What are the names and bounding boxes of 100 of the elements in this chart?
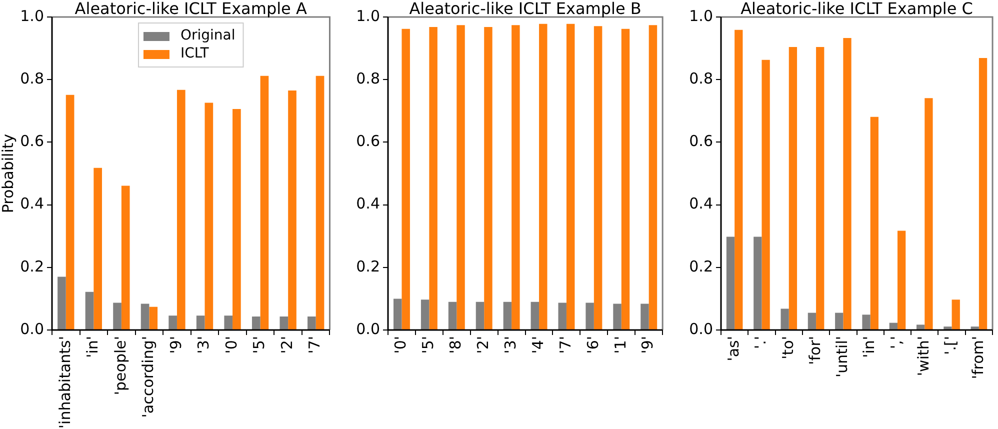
- bar: [476, 302, 484, 330]
- bar: [420, 300, 430, 330]
- bar: [149, 306, 158, 330]
- bar: [85, 292, 94, 330]
- y-tick-label: 0.4: [689, 194, 713, 213]
- x-tick-label: 'with': [914, 336, 933, 376]
- bar: [640, 304, 649, 330]
- x-tick-label: '0': [222, 336, 240, 354]
- x-tick-label: 'inhabitants': [56, 336, 74, 429]
- bar: [316, 76, 324, 330]
- y-tick-label: 0.6: [20, 132, 44, 150]
- y-tick-label: 0.2: [356, 257, 380, 276]
- y-tick-label: 0.0: [689, 320, 713, 338]
- bar: [288, 90, 296, 330]
- bar: [456, 25, 465, 330]
- bar: [196, 316, 205, 330]
- x-tick-label: 'in': [84, 336, 102, 358]
- bar: [843, 38, 852, 330]
- x-tick-label: '7': [306, 336, 324, 354]
- bar: [788, 47, 798, 330]
- x-tick-label: 'to': [778, 336, 797, 360]
- bar: [94, 168, 102, 330]
- bar: [897, 230, 906, 330]
- y-tick-label: 0.6: [356, 132, 380, 150]
- x-tick-label: '1': [611, 336, 630, 354]
- bar: [113, 302, 122, 330]
- bar: [58, 276, 66, 330]
- bar: [539, 24, 548, 330]
- y-tick-label: 0.8: [20, 69, 44, 88]
- x-tick-label: '7': [556, 336, 574, 354]
- bar: [530, 302, 540, 330]
- x-tick-label: ',': [887, 336, 906, 350]
- bar: [393, 298, 402, 330]
- x-tick-label: 'until': [833, 336, 852, 378]
- bar: [780, 308, 789, 330]
- bar: [835, 312, 844, 330]
- bar: [594, 26, 602, 330]
- bar: [621, 28, 630, 330]
- chart-title: Aleatoric-like ICLT Example B: [409, 0, 642, 18]
- bar: [586, 302, 594, 330]
- legend-label: Original: [180, 28, 236, 44]
- bar: [952, 300, 960, 330]
- y-tick-label: 1.0: [20, 6, 44, 25]
- bar: [566, 24, 575, 330]
- bar: [944, 326, 952, 330]
- chart-title: Aleatoric-like ICLT Example A: [74, 0, 307, 18]
- bar: [252, 316, 260, 330]
- x-tick-label: '8': [446, 336, 465, 354]
- bar: [816, 47, 824, 330]
- bar: [308, 316, 316, 330]
- bar: [280, 316, 288, 330]
- bar: [232, 109, 241, 330]
- x-tick-label: '0': [392, 336, 410, 354]
- bar: [429, 27, 438, 330]
- bar: [762, 60, 770, 330]
- bar: [924, 98, 933, 330]
- x-tick-label: 'people': [111, 336, 130, 396]
- y-tick-label: 0.0: [20, 320, 44, 338]
- bar: [808, 312, 816, 330]
- bar: [512, 25, 520, 330]
- x-tick-label: 'from': [968, 336, 987, 380]
- x-tick-label: '5': [250, 336, 268, 354]
- y-tick-label: 0.4: [356, 194, 380, 213]
- bar: [260, 76, 269, 330]
- bar: [870, 116, 878, 330]
- bar: [754, 236, 762, 330]
- y-tick-label: 0.0: [356, 320, 380, 338]
- bar: [558, 302, 566, 330]
- y-tick-label: 0.6: [689, 132, 713, 150]
- bar: [889, 322, 898, 330]
- bar: [503, 302, 512, 330]
- y-tick-label: 0.2: [20, 257, 44, 276]
- x-tick-label: '4': [528, 336, 547, 354]
- bar: [613, 304, 622, 330]
- x-tick-label: '5': [419, 336, 438, 354]
- x-tick-label: '2': [474, 336, 492, 354]
- bar: [140, 304, 150, 330]
- legend-label: ICLT: [180, 46, 210, 62]
- bar: [726, 236, 735, 330]
- y-tick-label: 0.2: [689, 257, 713, 276]
- bar: [204, 102, 214, 330]
- bar: [648, 25, 658, 330]
- x-tick-label: '3': [501, 336, 520, 354]
- x-tick-label: '2': [278, 336, 296, 354]
- bar: [862, 314, 870, 330]
- bar: [402, 28, 410, 330]
- x-tick-label: 'for': [806, 336, 824, 365]
- bar: [978, 58, 988, 330]
- bar: [448, 302, 457, 330]
- x-tick-label: '9': [638, 336, 657, 354]
- x-tick-label: '3': [194, 336, 213, 354]
- y-tick-label: 1.0: [689, 6, 713, 25]
- x-tick-label: '9': [166, 336, 185, 354]
- x-tick-label: 'according': [139, 336, 158, 418]
- bar: [168, 316, 177, 330]
- bar: [121, 186, 130, 330]
- bar: [66, 94, 74, 330]
- x-tick-label: '.[': [942, 336, 960, 355]
- y-tick-label: 1.0: [356, 6, 380, 25]
- chart-title: Aleatoric-like ICLT Example C: [740, 0, 973, 18]
